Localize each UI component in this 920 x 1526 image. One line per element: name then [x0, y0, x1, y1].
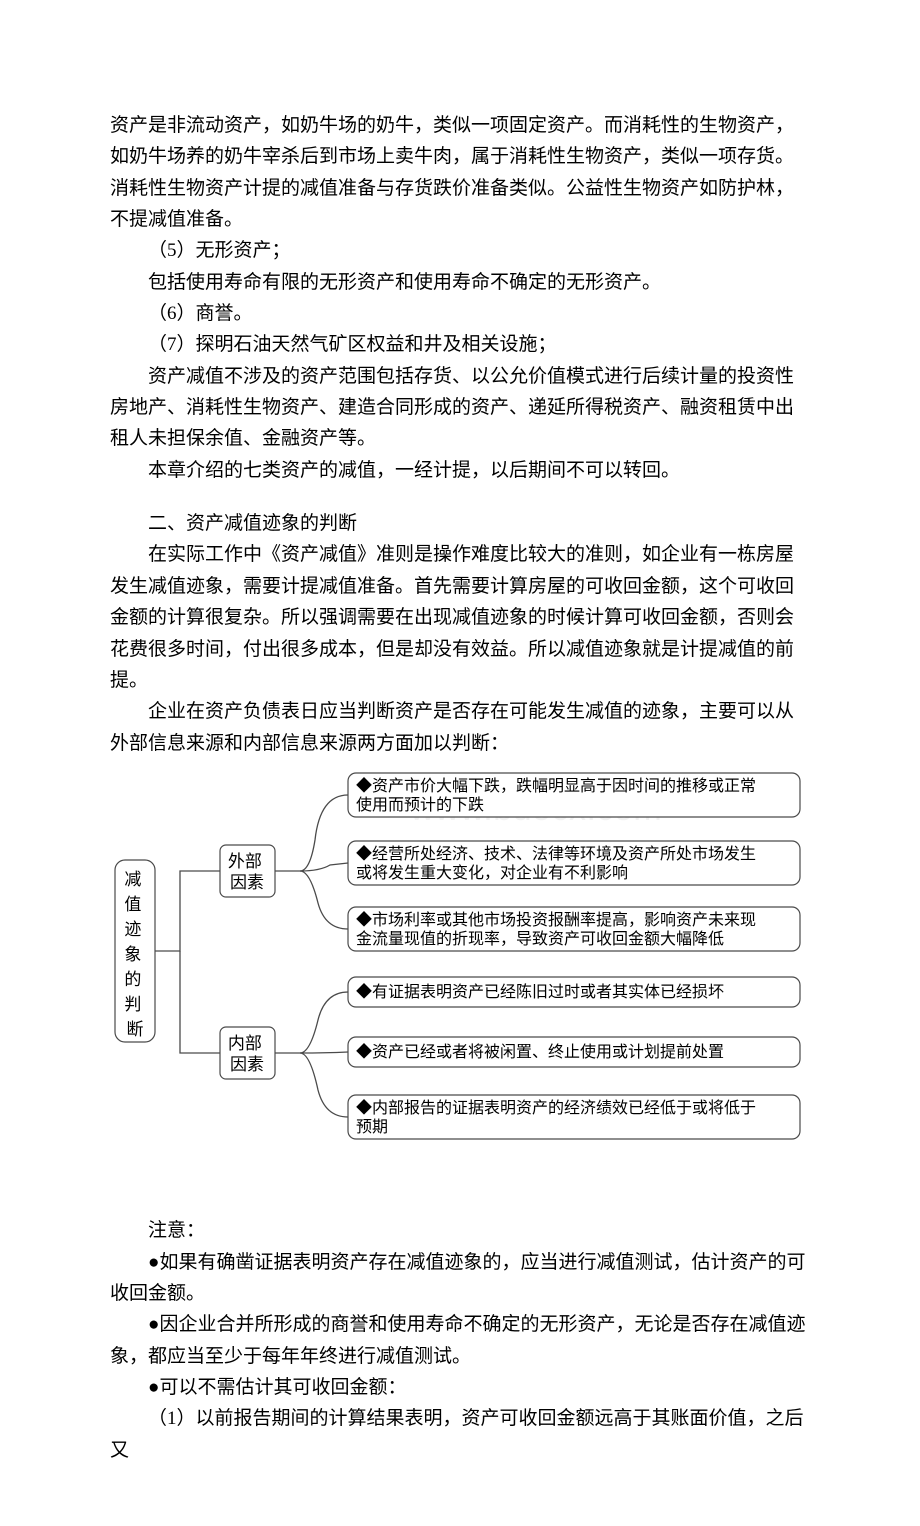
- paragraph: 企业在资产负债表日应当判断资产是否存在可能发生减值的迹象，主要可以从外部信息来源…: [110, 696, 810, 759]
- connector-ext-e1: [275, 795, 348, 871]
- paragraph: 资产是非流动资产，如奶牛场的奶牛，类似一项固定资产。而消耗性的生物资产，如奶牛场…: [110, 110, 810, 235]
- notes-label: 注意：: [110, 1215, 810, 1246]
- diagram-impairment-indicators: www.bdocx.com 减 值 迹 象 的 判 断 外部 因素 内部: [110, 765, 810, 1165]
- paragraph: 包括使用寿命有限的无形资产和使用寿命不确定的无形资产。: [110, 267, 810, 298]
- connector-ext-e3: [300, 871, 348, 929]
- note-item: ●可以不需估计其可收回金额：: [110, 1372, 810, 1403]
- leaf-i2-text: ◆资产已经或者将被闲置、终止使用或计划提前处置: [356, 1043, 724, 1061]
- paragraph: 资产减值不涉及的资产范围包括存货、以公允价值模式进行后续计量的投资性房地产、消耗…: [110, 361, 810, 455]
- connector-root-internal: [180, 951, 220, 1053]
- connector-int-i3: [300, 1053, 348, 1117]
- paragraph: 在实际工作中《资产减值》准则是操作难度比较大的准则，如企业有一栋房屋发生减值迹象…: [110, 539, 810, 696]
- note-item: ●因企业合并所形成的商誉和使用寿命不确定的无形资产，无论是否存在减值迹象，都应当…: [110, 1309, 810, 1372]
- connector-int-i2: [300, 1052, 348, 1053]
- document-page: 资产是非流动资产，如奶牛场的奶牛，类似一项固定资产。而消耗性的生物资产，如奶牛场…: [0, 0, 920, 1526]
- note-item: ●如果有确凿证据表明资产存在减值迹象的，应当进行减值测试，估计资产的可收回金额。: [110, 1247, 810, 1310]
- list-item: （5）无形资产；: [110, 235, 810, 266]
- connector-int-i1: [275, 992, 348, 1053]
- list-item: （6）商誉。: [110, 298, 810, 329]
- list-item: （7）探明石油天然气矿区权益和井及相关设施；: [110, 329, 810, 360]
- root-node-label: 减 值 迹 象 的 判 断: [124, 870, 145, 1039]
- paragraph: 本章介绍的七类资产的减值，一经计提，以后期间不可以转回。: [110, 455, 810, 486]
- section-heading: 二、资产减值迹象的判断: [110, 508, 810, 539]
- connector-root-external: [155, 871, 220, 951]
- diagram-svg: www.bdocx.com 减 值 迹 象 的 判 断 外部 因素 内部: [110, 765, 810, 1155]
- note-item: （1）以前报告期间的计算结果表明，资产可收回金额远高于其账面价值，之后又: [110, 1403, 810, 1466]
- notes-section: 注意： ●如果有确凿证据表明资产存在减值迹象的，应当进行减值测试，估计资产的可收…: [110, 1215, 810, 1466]
- leaf-i1-text: ◆有证据表明资产已经陈旧过时或者其实体已经损坏: [356, 983, 724, 1001]
